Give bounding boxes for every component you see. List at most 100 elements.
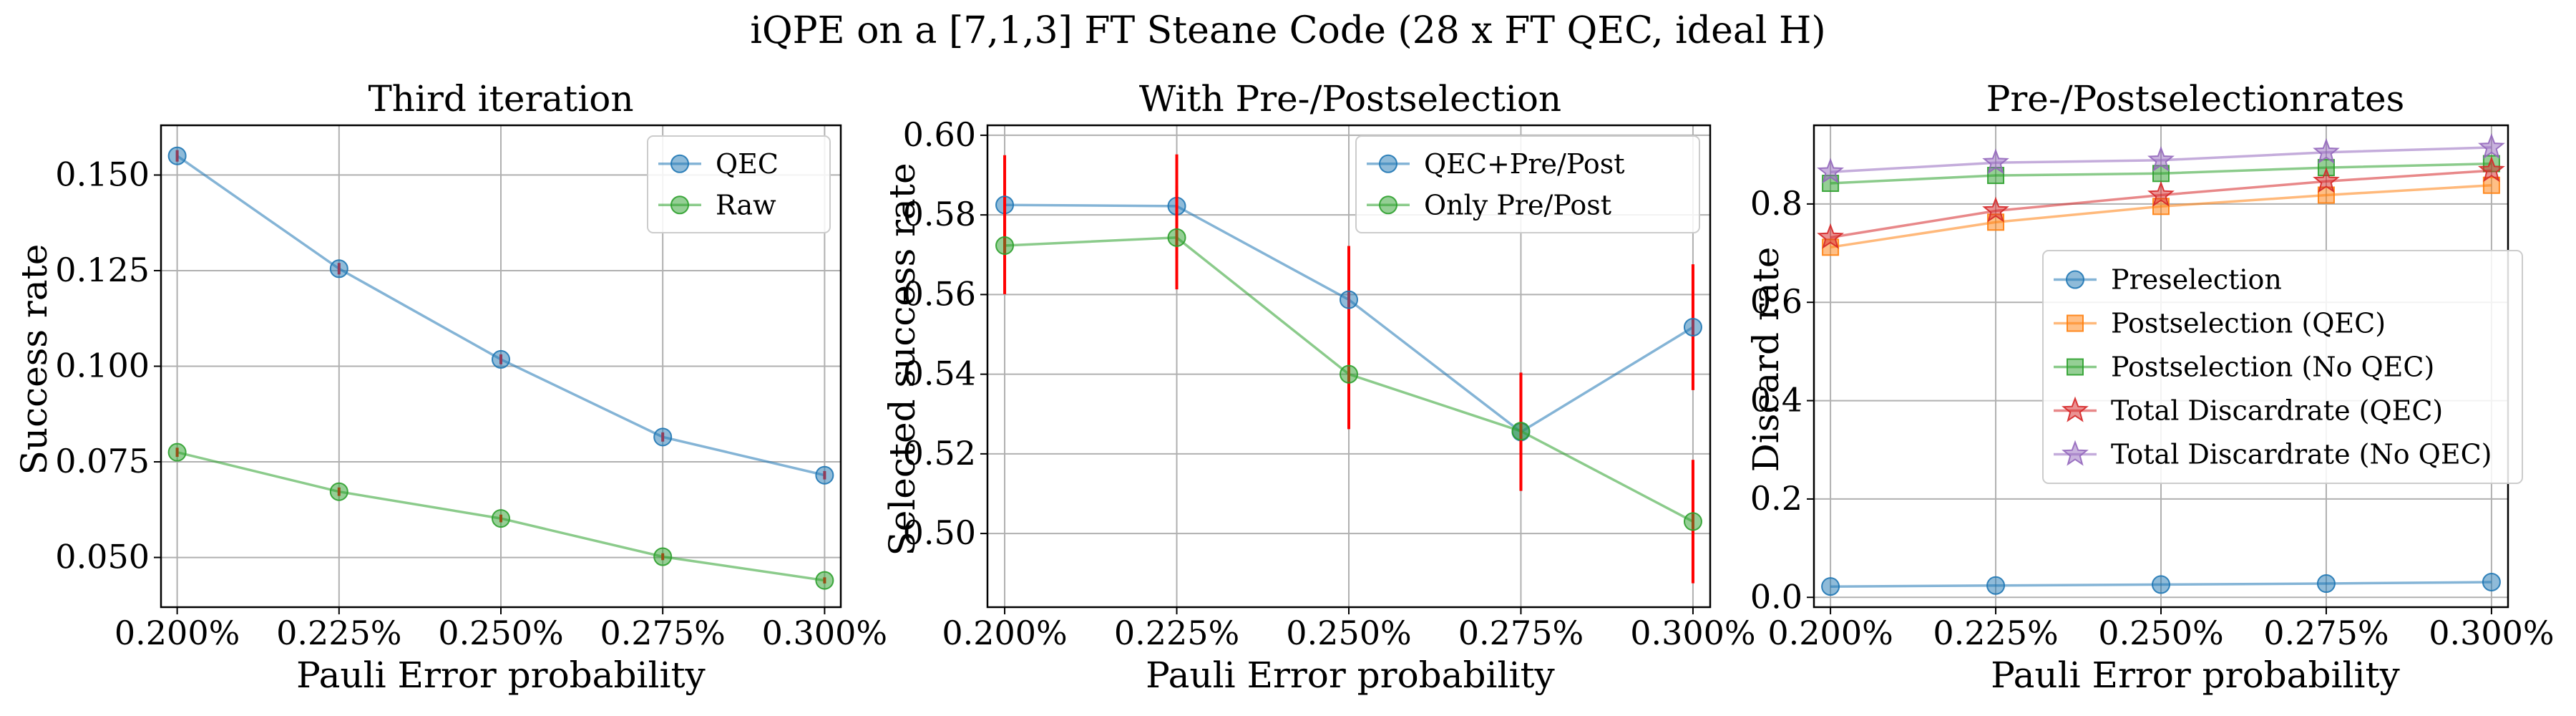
data-point-4-3 <box>2313 137 2340 164</box>
subplot-title-selection-rates: Pre-/Postselectionrates <box>1986 78 2405 120</box>
x-tick-label-1: 0.225% <box>1114 614 1239 652</box>
subplot-title-pre-postselection: With Pre-/Postselection <box>1139 78 1561 120</box>
axes-frame <box>160 124 842 609</box>
data-point-0-0 <box>1821 577 1840 596</box>
legend-label-3: Total Discardrate (QEC) <box>2111 395 2443 427</box>
data-point-4-1 <box>1982 148 2009 175</box>
data-point-0-1 <box>1986 576 2006 595</box>
x-tick-label-1: 0.225% <box>1933 614 2058 652</box>
data-point-1-1 <box>329 482 348 501</box>
data-point-0-2 <box>1340 290 1358 309</box>
legend-marker-4 <box>2062 440 2089 466</box>
ylabel-selection-rates: Discard rate <box>1745 247 1787 473</box>
data-point-3-4 <box>2477 156 2505 183</box>
legend-marker-0 <box>670 154 689 173</box>
data-point-1-3 <box>653 547 673 566</box>
data-point-0-4 <box>1683 317 1702 337</box>
x-tick-label-2: 0.250% <box>1286 614 1411 652</box>
x-tick-label-3: 0.275% <box>1458 614 1584 652</box>
data-point-1-4 <box>1683 512 1702 531</box>
data-point-4-2 <box>2147 145 2175 172</box>
data-point-0-2 <box>2152 575 2170 594</box>
legend-box <box>1355 135 1700 233</box>
y-tick-label-3: 0.56 <box>903 274 976 313</box>
y-tick-label-4: 0.150 <box>55 155 150 193</box>
x-tick-label-0: 0.200% <box>942 614 1067 652</box>
y-tick-label-1: 0.075 <box>55 442 150 480</box>
x-tick-label-4: 0.300% <box>762 614 887 652</box>
xlabel-third-iteration: Pauli Error probability <box>296 654 706 696</box>
data-point-1-0 <box>995 236 1015 255</box>
data-point-3-3 <box>2313 167 2340 193</box>
subplot-selection-rates: Pre-/Postselectionrates Pauli Error prob… <box>1745 78 2555 696</box>
legend-label-1: Raw <box>716 189 776 221</box>
y-tick-label-5: 0.60 <box>903 115 976 154</box>
legend-marker-2 <box>2067 358 2084 376</box>
data-point-0-3 <box>2316 574 2336 594</box>
x-tick-label-2: 0.250% <box>2098 614 2223 652</box>
legend-label-2: Postselection (No QEC) <box>2111 352 2434 383</box>
legend-label-1: Postselection (QEC) <box>2111 308 2386 339</box>
data-point-1-2 <box>492 509 510 528</box>
data-point-0-3 <box>653 427 673 447</box>
legend-label-1: Only Pre/Post <box>1424 189 1611 221</box>
legend-box <box>647 135 831 233</box>
subplot-third-iteration: Third iteration Pauli Error probability … <box>14 78 887 696</box>
data-point-0-0 <box>167 146 187 165</box>
data-point-3-1 <box>1982 196 2009 223</box>
x-tick-label-0: 0.200% <box>1767 614 1893 652</box>
y-tick-label-3: 0.6 <box>1750 282 1802 321</box>
ylabel-pre-postselection: Selected success rate <box>882 163 923 556</box>
x-tick-label-2: 0.250% <box>438 614 563 652</box>
legend-label-0: Preselection <box>2111 264 2282 296</box>
x-tick-label-1: 0.225% <box>276 614 401 652</box>
x-tick-label-3: 0.275% <box>2263 614 2389 652</box>
y-tick-label-0: 0.0 <box>1750 577 1802 616</box>
plot-area-selection-rates: 0.200% 0.225% 0.250% 0.275% 0.300% 0.0 0.2 0.4 0… <box>1750 124 2555 652</box>
data-point-0-4 <box>815 465 834 485</box>
axes-frame <box>986 124 1712 609</box>
legend-marker-1 <box>670 195 689 215</box>
data-point-1-0 <box>167 442 187 462</box>
legend-box <box>2042 250 2523 484</box>
y-tick-label-2: 0.4 <box>1750 381 1802 420</box>
legend-label-4: Total Discardrate (No QEC) <box>2111 439 2492 470</box>
data-point-1-2 <box>1340 364 1358 384</box>
subplot-title-third-iteration: Third iteration <box>368 78 633 120</box>
x-tick-label-4: 0.300% <box>2429 614 2554 652</box>
subplot-pre-postselection: With Pre-/Postselection Pauli Error prob… <box>882 78 1756 696</box>
legend-marker-0 <box>1379 154 1397 173</box>
legend-label-0: QEC+Pre/Post <box>1424 148 1625 180</box>
legend-marker-3 <box>2062 396 2089 422</box>
data-point-3-2 <box>2147 180 2175 207</box>
data-point-0-2 <box>492 349 510 369</box>
legend-marker-0 <box>2066 270 2084 289</box>
x-tick-label-3: 0.275% <box>600 614 725 652</box>
legend-marker-1 <box>2067 314 2084 332</box>
plot-area-third-iteration: 0.200% 0.225% 0.250% 0.275% 0.300% 0.050 0.075… <box>55 124 887 652</box>
y-tick-label-2: 0.100 <box>55 347 150 385</box>
x-tick-label-0: 0.200% <box>114 614 240 652</box>
y-tick-label-1: 0.52 <box>903 434 976 473</box>
ylabel-third-iteration: Success rate <box>14 244 55 475</box>
data-point-1-4 <box>2482 176 2500 194</box>
data-point-1-4 <box>815 571 834 590</box>
y-tick-label-0: 0.50 <box>903 513 976 552</box>
data-point-1-3 <box>1511 422 1531 441</box>
data-point-4-0 <box>1817 158 1845 184</box>
y-tick-label-3: 0.125 <box>55 251 150 289</box>
legend-marker-1 <box>1379 195 1397 215</box>
legend-label-0: QEC <box>716 148 779 180</box>
x-tick-label-4: 0.300% <box>1630 614 1755 652</box>
data-point-0-4 <box>2482 572 2501 591</box>
xlabel-selection-rates: Pauli Error probability <box>1991 654 2400 696</box>
y-tick-label-2: 0.54 <box>903 354 976 393</box>
data-point-3-0 <box>1817 223 1845 249</box>
y-tick-label-0: 0.050 <box>55 538 150 576</box>
data-point-4-4 <box>2477 133 2505 160</box>
y-tick-label-4: 0.8 <box>1750 184 1802 223</box>
plot-area-pre-postselection: 0.200% 0.225% 0.250% 0.275% 0.300% 0.50 0.52 0.… <box>903 115 1756 652</box>
data-point-1-1 <box>1167 228 1186 247</box>
xlabel-pre-postselection: Pauli Error probability <box>1146 654 1555 696</box>
